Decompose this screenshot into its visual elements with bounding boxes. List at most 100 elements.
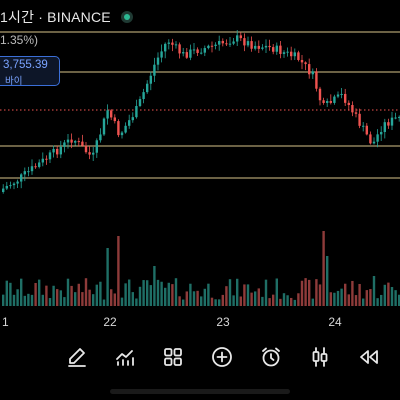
buy-price-box[interactable]: 3,755.39 바이 (0, 56, 60, 87)
candle (290, 46, 293, 61)
indicators-icon[interactable] (110, 342, 140, 372)
volume-bar (239, 296, 242, 306)
candle (142, 88, 145, 104)
candle (38, 159, 41, 169)
volume-bar (282, 293, 286, 306)
volume-bar (34, 282, 37, 306)
candle (390, 111, 394, 131)
volume-bar (95, 284, 98, 306)
candle (59, 140, 62, 159)
candle (41, 152, 44, 167)
volume-bar (30, 294, 34, 306)
candle (300, 54, 304, 70)
price-chart[interactable]: 1 22 23 24 (0, 0, 400, 330)
x-axis-label: 24 (328, 315, 342, 329)
candle (174, 41, 178, 49)
candle (56, 145, 59, 159)
volume-bar (124, 283, 127, 306)
candle (192, 43, 196, 55)
alarm-clock-icon[interactable] (256, 342, 286, 372)
candles-icon[interactable] (305, 342, 335, 372)
candle (322, 97, 325, 105)
volume-bar (264, 279, 268, 306)
draw-pen-icon[interactable] (62, 342, 92, 372)
volume-bar (214, 299, 217, 306)
volume-bar (297, 293, 300, 306)
replay-rewind-icon[interactable] (354, 342, 384, 372)
candle (264, 39, 268, 53)
candle (178, 42, 181, 59)
candle (102, 117, 106, 136)
volume-bar (74, 292, 77, 306)
candle (88, 145, 91, 160)
volume-bar (344, 283, 347, 306)
volume-bar (333, 292, 336, 306)
volume-bar (167, 282, 170, 306)
volume-bar (174, 278, 178, 306)
volume-bar (20, 278, 23, 306)
candle (228, 36, 232, 47)
candle (167, 39, 170, 50)
candles (2, 30, 400, 194)
candle (372, 137, 376, 145)
candle (135, 99, 138, 119)
volume-bar (120, 297, 124, 306)
candle (351, 101, 354, 117)
volume-bar (210, 297, 214, 306)
volume-bar (88, 289, 91, 306)
volume-bar (221, 294, 224, 306)
candle (236, 30, 239, 47)
candle (340, 88, 343, 99)
candle (275, 42, 278, 55)
volume-bar (272, 294, 275, 306)
volume-bar (156, 279, 160, 306)
candle (318, 86, 322, 106)
candle (232, 38, 235, 46)
grid-layout-icon[interactable] (158, 342, 188, 372)
volume-bar (300, 280, 304, 306)
add-circle-icon[interactable] (207, 342, 237, 372)
volume-bar (164, 287, 167, 306)
candle (70, 133, 73, 149)
candle (45, 155, 48, 165)
volume-bar (128, 279, 131, 306)
volume-bar (347, 294, 350, 306)
candle (99, 128, 102, 143)
volume-bar (340, 288, 343, 306)
candle (221, 38, 224, 47)
candle (23, 167, 26, 182)
volume-bar (77, 283, 80, 306)
candle (34, 163, 37, 169)
volume-bar (315, 279, 318, 306)
chart-header[interactable]: 1시간 · BINANCE (0, 6, 133, 28)
candle (120, 130, 124, 139)
volume-bar (48, 298, 52, 306)
volume-bar (218, 299, 221, 306)
candle (254, 41, 257, 51)
candle (106, 104, 109, 125)
volume-bar (286, 295, 289, 306)
candle (210, 41, 214, 53)
symbol-title[interactable]: 1시간 · BINANCE (0, 9, 111, 25)
candle (171, 38, 174, 52)
volume-bar (200, 296, 203, 306)
price-change-percent: 1.35%) (0, 33, 39, 47)
volume-bar (336, 290, 340, 306)
volume-bar (268, 298, 271, 306)
volume-bar (196, 290, 199, 306)
volume-bar (45, 285, 48, 306)
x-axis-label: 22 (103, 315, 117, 329)
candle (257, 40, 260, 54)
volume-bar (228, 279, 232, 306)
volume-bar (394, 290, 397, 306)
volume-bar (56, 289, 59, 306)
candle (138, 96, 142, 108)
volume-bar (372, 276, 376, 306)
candle (124, 122, 127, 134)
volume-bar (2, 294, 5, 306)
candle (376, 129, 379, 148)
candle (30, 159, 34, 175)
candle (293, 48, 296, 60)
candle (239, 32, 242, 42)
volume-bar (225, 286, 228, 306)
